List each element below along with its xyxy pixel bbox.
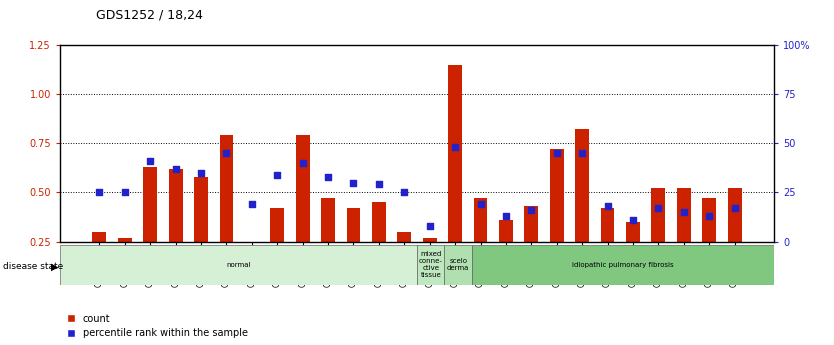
Bar — [550, 149, 564, 290]
Legend: count, percentile rank within the sample: count, percentile rank within the sample — [68, 314, 248, 338]
Bar — [397, 232, 411, 290]
Text: ▶: ▶ — [51, 262, 58, 271]
Bar — [143, 167, 158, 290]
Point — [550, 150, 564, 156]
Bar — [448, 65, 462, 290]
Point — [474, 201, 487, 207]
Bar — [676, 188, 691, 290]
Point — [194, 170, 208, 176]
Point — [677, 209, 691, 215]
Bar — [93, 232, 107, 290]
Bar — [118, 238, 132, 290]
Point — [600, 203, 614, 209]
Point — [93, 190, 106, 195]
Bar — [219, 135, 234, 290]
Bar — [423, 238, 437, 290]
Point — [626, 217, 640, 223]
Bar — [626, 222, 640, 290]
Point — [220, 150, 234, 156]
Text: normal: normal — [226, 262, 251, 268]
Bar — [651, 188, 666, 290]
Point — [651, 205, 665, 211]
Point — [118, 190, 132, 195]
Point — [728, 205, 741, 211]
Text: idiopathic pulmonary fibrosis: idiopathic pulmonary fibrosis — [572, 262, 674, 268]
Bar — [321, 198, 335, 290]
Point — [321, 174, 334, 179]
Point — [575, 150, 589, 156]
Point — [270, 172, 284, 177]
Point — [372, 182, 385, 187]
Text: mixed
conne-
ctive
tissue: mixed conne- ctive tissue — [419, 251, 443, 278]
Bar — [194, 177, 208, 290]
Bar — [525, 206, 538, 290]
Bar — [575, 129, 589, 290]
Bar — [474, 198, 488, 290]
Point — [398, 190, 411, 195]
Bar — [346, 208, 360, 290]
Text: GDS1252 / 18,24: GDS1252 / 18,24 — [96, 9, 203, 22]
Bar — [296, 135, 309, 290]
Text: disease state: disease state — [3, 262, 63, 271]
Bar — [702, 198, 716, 290]
Bar — [60, 245, 417, 285]
Bar — [499, 220, 513, 290]
Point — [423, 223, 436, 228]
Bar — [417, 245, 445, 285]
Point — [525, 207, 538, 213]
Point — [500, 213, 513, 219]
Bar — [472, 245, 774, 285]
Point — [245, 201, 259, 207]
Point — [169, 166, 183, 171]
Point — [702, 213, 716, 219]
Point — [143, 158, 157, 164]
Point — [347, 180, 360, 185]
Bar — [372, 202, 386, 290]
Bar — [600, 208, 615, 290]
Bar — [445, 245, 472, 285]
Point — [449, 144, 462, 150]
Bar — [245, 241, 259, 290]
Bar — [270, 208, 284, 290]
Bar — [727, 188, 741, 290]
Bar — [168, 169, 183, 290]
Point — [296, 160, 309, 166]
Text: scelo
derma: scelo derma — [447, 258, 470, 271]
